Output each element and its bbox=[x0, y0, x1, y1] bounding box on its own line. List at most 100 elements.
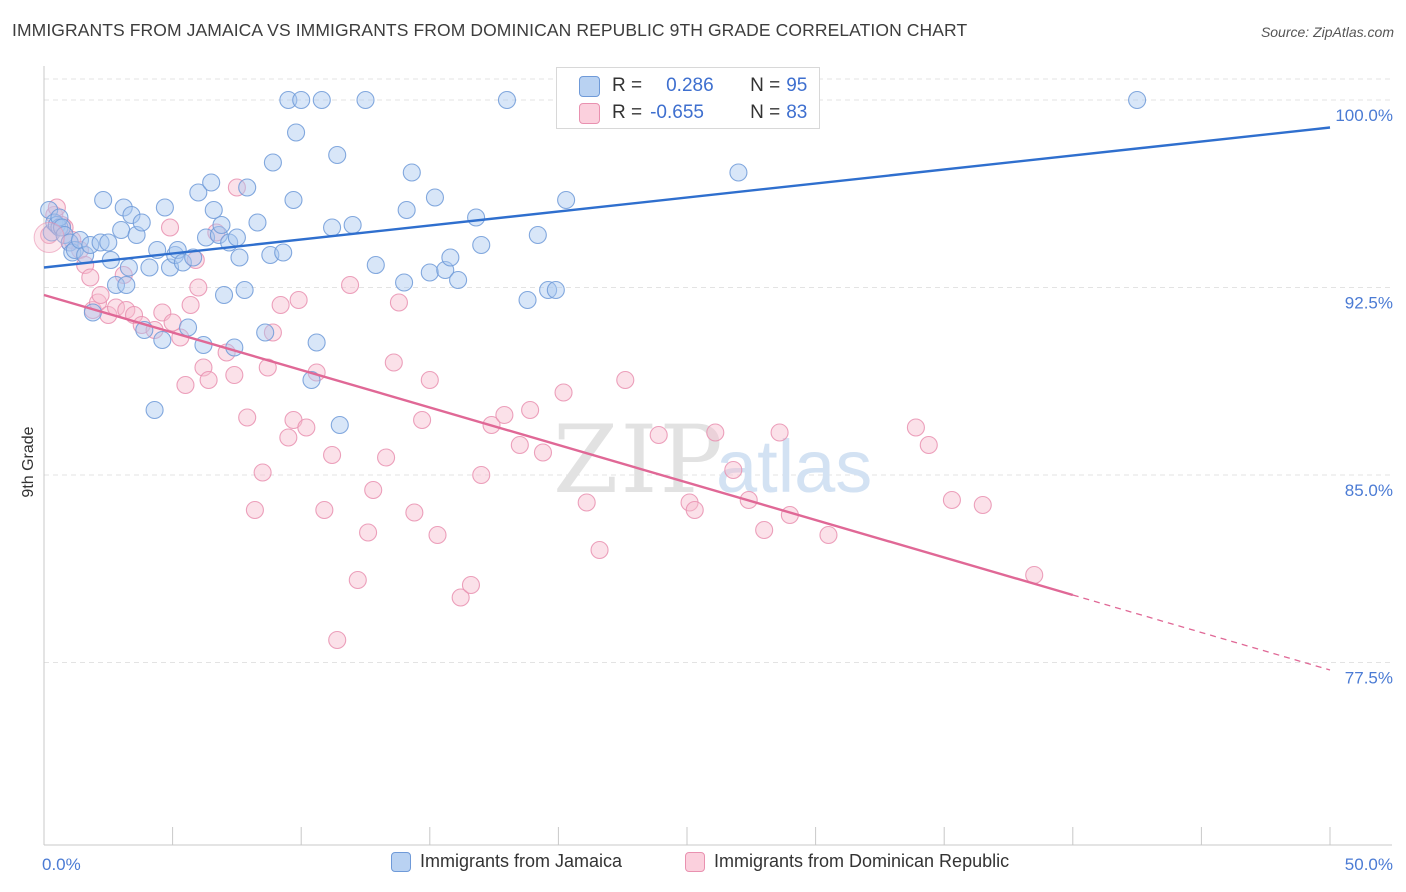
dominican-point bbox=[163, 313, 182, 332]
n-value: 95 bbox=[786, 75, 808, 96]
n-label: N = bbox=[750, 75, 781, 96]
jamaica-point bbox=[155, 198, 174, 217]
jamaica-point bbox=[52, 218, 72, 237]
source-label: Source: ZipAtlas.com bbox=[1260, 24, 1394, 40]
dominican-point bbox=[263, 323, 282, 342]
dominican-point bbox=[258, 358, 277, 377]
dominican-point bbox=[389, 293, 408, 312]
dominican-point bbox=[919, 435, 938, 455]
jamaica-point bbox=[184, 248, 203, 267]
jamaica-point bbox=[472, 235, 491, 255]
y-axis-label: 9th Grade bbox=[20, 426, 37, 497]
dominican-point bbox=[341, 275, 360, 295]
jamaica-point bbox=[256, 323, 275, 342]
jamaica-point bbox=[292, 90, 311, 110]
jamaica-point bbox=[279, 90, 298, 110]
dominican-point bbox=[199, 370, 218, 390]
jamaica-legend-swatch bbox=[391, 851, 411, 872]
jamaica-point bbox=[114, 198, 133, 217]
dominican-point bbox=[297, 418, 316, 437]
jamaica-point bbox=[145, 400, 164, 420]
trend-lines bbox=[43, 126, 1331, 671]
jamaica-point bbox=[106, 275, 126, 295]
dominican-legend-swatch bbox=[685, 851, 705, 872]
jamaica-point bbox=[1128, 90, 1147, 110]
jamaica-point bbox=[441, 248, 460, 267]
dominican-point bbox=[706, 423, 725, 442]
jamaica-point bbox=[204, 200, 223, 220]
jamaica-point bbox=[122, 205, 141, 225]
dominican-point bbox=[428, 525, 447, 545]
dominican-point bbox=[315, 500, 334, 520]
jamaica-point bbox=[518, 290, 537, 310]
dominican-point bbox=[359, 523, 378, 542]
jamaica-point bbox=[539, 280, 558, 300]
legend-label: Immigrants from Jamaica bbox=[420, 851, 623, 871]
jamaica-point bbox=[528, 225, 547, 245]
jamaica-trend-line bbox=[43, 126, 1331, 269]
x-tick-label: 0.0% bbox=[42, 855, 81, 874]
jamaica-point bbox=[395, 273, 414, 292]
dominican-point bbox=[649, 425, 668, 445]
r-value: 0.286 bbox=[666, 75, 714, 96]
jamaica-point bbox=[307, 333, 326, 352]
axes bbox=[43, 66, 1392, 846]
dominican-point bbox=[770, 423, 789, 442]
dominican-point bbox=[384, 353, 403, 372]
dominican-point bbox=[245, 500, 264, 520]
dominican-point bbox=[253, 463, 272, 482]
dominican-point bbox=[942, 490, 961, 510]
dominican-point bbox=[279, 428, 298, 447]
dominican-point bbox=[271, 295, 290, 315]
jamaica-swatch bbox=[579, 75, 600, 97]
jamaica-point bbox=[153, 330, 172, 350]
jamaica-point bbox=[366, 255, 385, 275]
dominican-point bbox=[160, 218, 180, 237]
jamaica-point bbox=[557, 190, 576, 210]
r-value: -0.655 bbox=[650, 102, 704, 123]
jamaica-point bbox=[119, 258, 138, 277]
jamaica-point bbox=[235, 280, 254, 300]
dominican-point bbox=[451, 588, 470, 607]
legend-item-jamaica[interactable]: Immigrants from Jamaica bbox=[391, 851, 622, 872]
jamaica-point bbox=[117, 275, 136, 295]
jamaica-point bbox=[449, 270, 468, 290]
dominican-point bbox=[472, 465, 491, 485]
stats-legend: R = 0.286 N = 95 R = -0.655 N = 83 bbox=[556, 67, 820, 129]
stats-row-jamaica: R = 0.286 N = 95 bbox=[579, 73, 807, 99]
dominican-point bbox=[81, 268, 100, 287]
dominican-point bbox=[577, 493, 596, 512]
jamaica-point bbox=[227, 228, 246, 247]
dominican-point bbox=[420, 370, 439, 390]
dominican-point bbox=[91, 285, 110, 305]
y-tick-label: 100.0% bbox=[1335, 106, 1393, 125]
jamaica-point bbox=[238, 178, 257, 197]
r-label: R = bbox=[612, 102, 643, 123]
jamaica-point bbox=[397, 200, 416, 220]
jamaica-point bbox=[214, 285, 234, 305]
legend-item-dominican[interactable]: Immigrants from Dominican Republic bbox=[685, 851, 1009, 872]
dominican-point bbox=[724, 460, 743, 480]
dominican-point bbox=[973, 495, 992, 515]
dominican-point bbox=[413, 410, 432, 430]
dominican-point bbox=[495, 405, 514, 425]
dominican-point bbox=[227, 178, 246, 197]
dominican-point bbox=[533, 443, 553, 462]
data-points bbox=[33, 90, 1147, 650]
jamaica-point bbox=[189, 183, 208, 202]
stats-row-dominican: R = -0.655 N = 83 bbox=[579, 100, 807, 126]
dominican-point bbox=[323, 445, 342, 465]
dominican-point bbox=[685, 500, 704, 520]
y-tick-label: 92.5% bbox=[1345, 294, 1393, 313]
dominican-point bbox=[405, 503, 424, 522]
dominican-point bbox=[176, 375, 195, 395]
jamaica-point bbox=[425, 188, 444, 207]
jamaica-point bbox=[230, 248, 249, 267]
jamaica-point bbox=[112, 220, 131, 240]
dominican-point bbox=[616, 370, 635, 390]
dominican-point bbox=[328, 630, 347, 650]
dominican-point bbox=[521, 400, 540, 420]
watermark-zip: ZIP bbox=[553, 406, 725, 515]
dominican-point bbox=[189, 278, 208, 297]
n-value: 83 bbox=[786, 102, 808, 123]
